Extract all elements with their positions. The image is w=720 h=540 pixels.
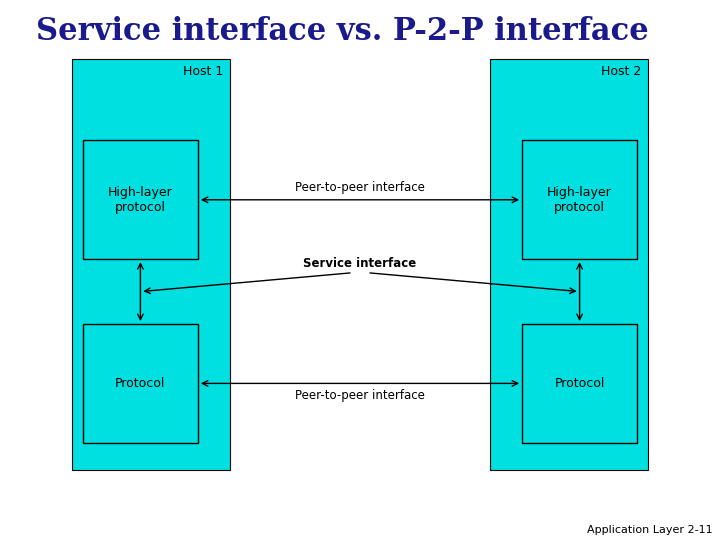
Text: Peer-to-peer interface: Peer-to-peer interface bbox=[295, 181, 425, 194]
Bar bbox=[83, 324, 198, 443]
Text: High-layer
protocol: High-layer protocol bbox=[108, 186, 173, 214]
Text: Protocol: Protocol bbox=[115, 377, 166, 390]
Text: Service interface: Service interface bbox=[303, 257, 417, 270]
Text: High-layer
protocol: High-layer protocol bbox=[547, 186, 612, 214]
Bar bbox=[72, 59, 230, 470]
Bar bbox=[83, 140, 198, 259]
Text: Host 1: Host 1 bbox=[183, 65, 223, 78]
Text: Service interface vs. P-2-P interface: Service interface vs. P-2-P interface bbox=[36, 16, 649, 47]
Text: Host 2: Host 2 bbox=[600, 65, 641, 78]
Bar bbox=[522, 324, 637, 443]
Text: Application Layer 2-11: Application Layer 2-11 bbox=[588, 524, 713, 535]
Bar bbox=[522, 140, 637, 259]
Text: Protocol: Protocol bbox=[554, 377, 605, 390]
Bar bbox=[490, 59, 648, 470]
Text: Peer-to-peer interface: Peer-to-peer interface bbox=[295, 389, 425, 402]
